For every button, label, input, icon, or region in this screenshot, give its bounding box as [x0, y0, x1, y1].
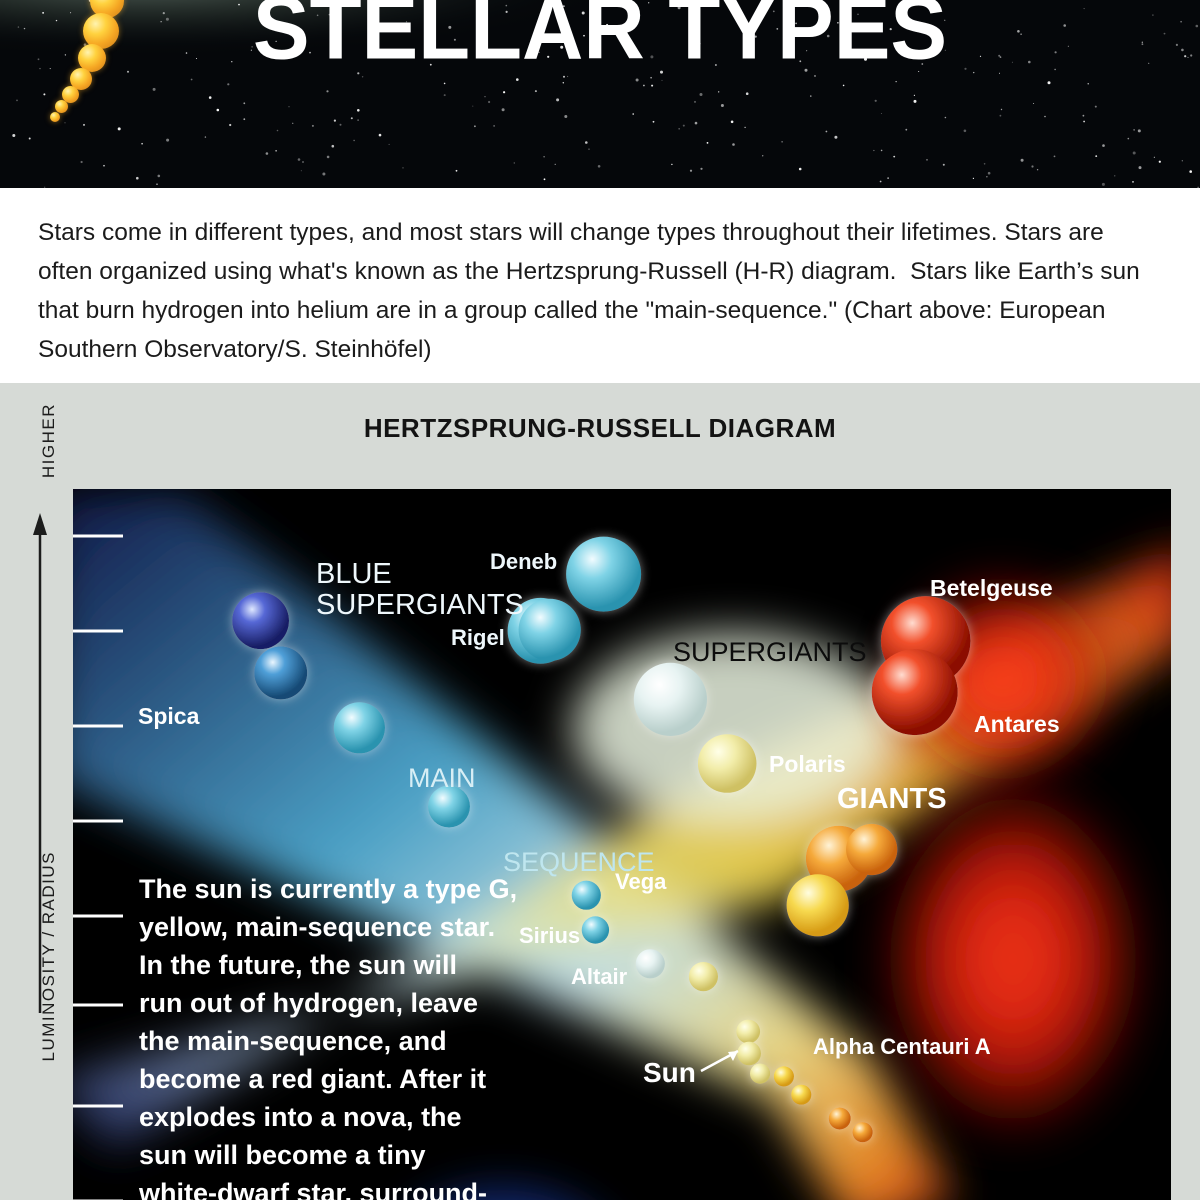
svg-text:BLUE: BLUE — [316, 558, 392, 590]
svg-text:SUPERGIANTS: SUPERGIANTS — [316, 589, 524, 621]
svg-text:Spica: Spica — [138, 703, 200, 729]
svg-text:Betelgeuse: Betelgeuse — [930, 575, 1053, 601]
svg-text:SUPERGIANTS: SUPERGIANTS — [673, 637, 867, 667]
svg-text:MAIN: MAIN — [408, 763, 476, 793]
svg-text:GIANTS: GIANTS — [837, 783, 947, 815]
svg-text:Deneb: Deneb — [490, 549, 557, 574]
svg-text:Antares: Antares — [974, 711, 1060, 737]
svg-text:Alpha Centauri A: Alpha Centauri A — [813, 1034, 991, 1059]
svg-text:Rigel: Rigel — [451, 625, 505, 650]
svg-text:Polaris: Polaris — [769, 751, 846, 777]
